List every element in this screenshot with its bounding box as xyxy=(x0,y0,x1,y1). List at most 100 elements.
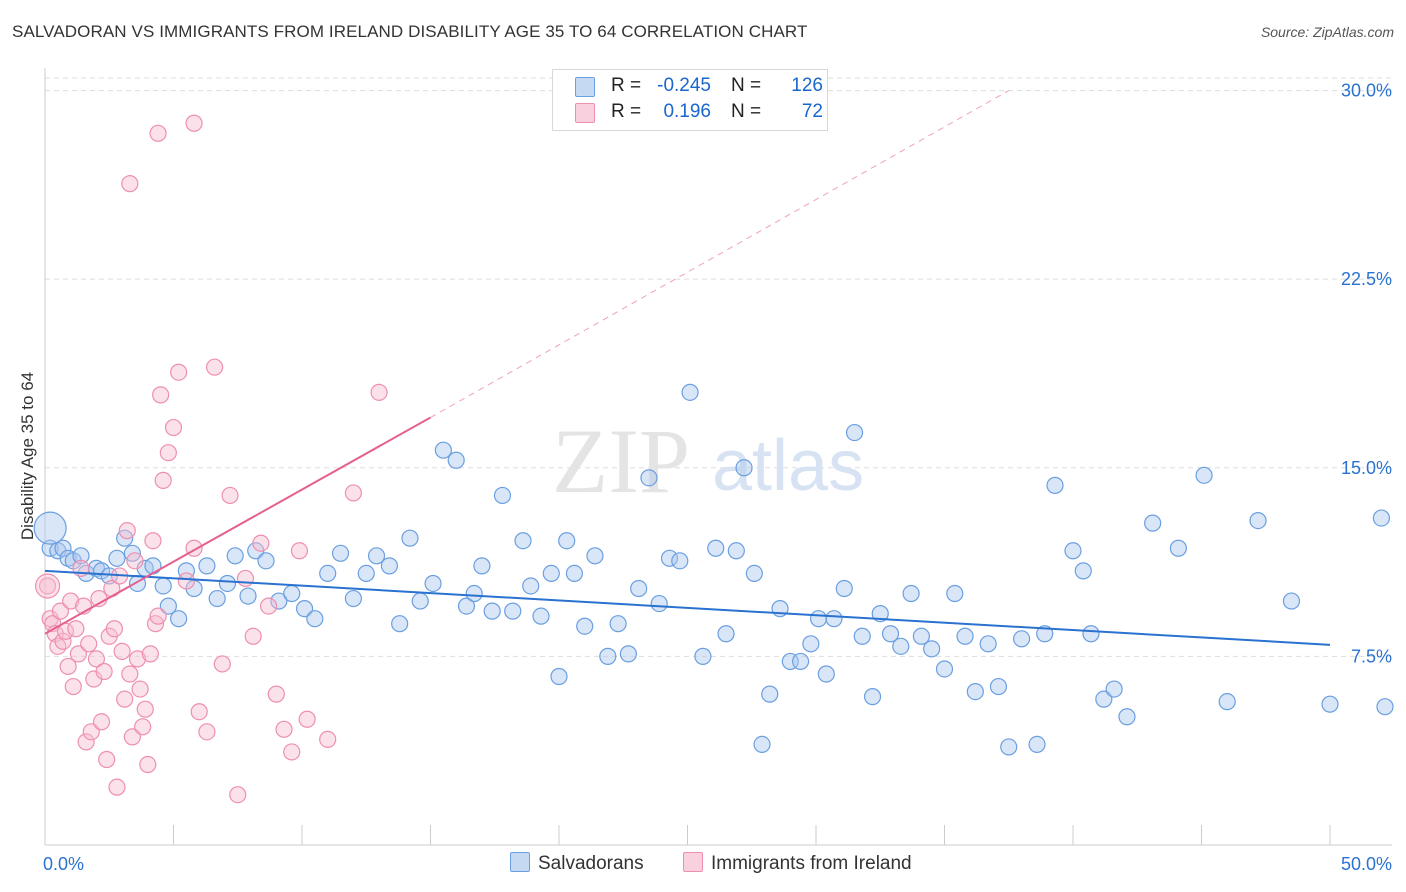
ireland-point xyxy=(77,733,95,751)
salvadoran-point xyxy=(198,557,216,575)
salvadoran-point xyxy=(1376,698,1394,716)
salvadoran-point xyxy=(881,625,900,643)
salvadoran-point xyxy=(295,600,314,618)
ireland-point xyxy=(131,680,149,698)
salvadoran-point xyxy=(1082,625,1100,643)
ireland-point xyxy=(152,386,170,404)
ireland-point xyxy=(149,607,167,625)
salvadoran-point xyxy=(640,469,658,487)
ireland-point xyxy=(244,627,262,645)
salvadoran-point xyxy=(835,579,853,598)
salvadoran-point xyxy=(357,564,375,583)
salvadoran-point xyxy=(1144,514,1162,532)
salvadoran-point xyxy=(401,529,419,547)
ireland-point xyxy=(236,569,255,588)
salvadoran-point xyxy=(956,627,974,645)
salvadoran-point xyxy=(424,574,442,593)
salvadoran-point xyxy=(465,584,483,603)
ireland-point xyxy=(49,637,67,655)
salvadoran-point xyxy=(1195,466,1213,484)
ireland-point xyxy=(144,532,162,550)
y-tick-label: 30.0% xyxy=(1341,81,1392,101)
series-label-salvadorans: Salvadorans xyxy=(538,853,644,874)
salvadoran-point xyxy=(239,587,257,605)
ireland-point xyxy=(141,645,159,663)
ireland-point xyxy=(185,114,203,132)
salvadoran-point xyxy=(218,574,237,593)
ireland-point xyxy=(344,484,362,502)
salvadoran-point xyxy=(1105,680,1123,698)
ireland-point xyxy=(92,713,111,731)
ireland-point xyxy=(221,486,239,505)
salvadoran-point xyxy=(542,564,560,583)
ireland-point xyxy=(128,650,147,668)
salvadoran-point xyxy=(660,549,679,567)
ireland-point xyxy=(170,363,188,381)
salvadoran-point xyxy=(1046,476,1064,494)
salvadoran-point xyxy=(514,532,532,550)
salvadoran-point xyxy=(154,577,172,595)
salvadoran-point xyxy=(946,584,964,603)
legend-r-value: 0.196 xyxy=(663,101,711,122)
ireland-point xyxy=(198,723,216,741)
salvadoran-point xyxy=(1218,693,1236,711)
y-tick-label: 22.5% xyxy=(1341,269,1392,289)
ireland-point xyxy=(267,685,285,703)
salvadoran-point xyxy=(694,647,712,665)
salvadoran-point xyxy=(1000,738,1018,756)
ireland-point xyxy=(82,723,100,741)
ireland-point xyxy=(177,572,195,590)
ireland-point xyxy=(51,602,70,620)
ireland-point xyxy=(206,358,224,376)
ireland-point xyxy=(67,620,85,638)
ireland-point xyxy=(190,703,208,721)
salvadoran-point xyxy=(599,647,617,665)
salvadoran-point xyxy=(457,597,476,615)
ireland-point xyxy=(370,383,388,401)
ireland-point xyxy=(290,542,309,560)
ireland-point xyxy=(64,677,82,696)
salvadoran-point xyxy=(1074,562,1092,580)
series-label-ireland: Immigrants from Ireland xyxy=(711,853,912,874)
salvadoran-point xyxy=(170,610,188,628)
ireland-point xyxy=(80,635,98,653)
ireland-point xyxy=(62,592,80,610)
y-tick-label: 7.5% xyxy=(1351,646,1392,666)
ireland-point xyxy=(259,597,278,615)
tick-labels: 7.5% 15.0% 22.5% 30.0% 0.0% 50.0% xyxy=(43,81,1392,874)
ireland-point xyxy=(116,690,134,708)
salvadoran-point xyxy=(979,635,997,653)
ireland-point xyxy=(69,645,88,663)
salvadoran-point xyxy=(1118,708,1136,726)
salvadoran-point xyxy=(802,635,820,653)
ireland-trend-line xyxy=(44,416,431,635)
salvadoran-point xyxy=(344,589,362,608)
salvadoran-point xyxy=(923,640,941,658)
salvadoran-point xyxy=(902,584,920,603)
salvadoran-point xyxy=(853,627,871,645)
salvadoran-point xyxy=(1321,695,1339,713)
salvadoran-point xyxy=(473,557,491,575)
ireland-point xyxy=(139,755,157,774)
ireland-point xyxy=(113,642,131,660)
salvadoran-point xyxy=(892,637,910,655)
ireland-point xyxy=(95,662,113,681)
salvadoran-point xyxy=(1095,690,1113,708)
ireland-trend-extension xyxy=(430,90,1009,418)
salvadoran-point xyxy=(565,564,584,583)
salvadoran-point xyxy=(619,645,637,663)
salvadoran-point xyxy=(550,667,568,686)
legend-r-label: R = xyxy=(611,101,642,122)
salvadoran-point xyxy=(331,544,350,562)
legend-n-value: 72 xyxy=(801,101,823,122)
salvadoran-point xyxy=(522,577,540,595)
salvadoran-point xyxy=(671,552,689,570)
ireland-point xyxy=(252,534,270,552)
salvadoran-point xyxy=(817,665,835,683)
salvadoran-point xyxy=(558,532,576,550)
legend-n-label: N = xyxy=(731,75,762,96)
watermark-zip: ZIP xyxy=(552,410,690,512)
ireland-point xyxy=(54,632,72,650)
salvadoran-point xyxy=(367,547,386,565)
